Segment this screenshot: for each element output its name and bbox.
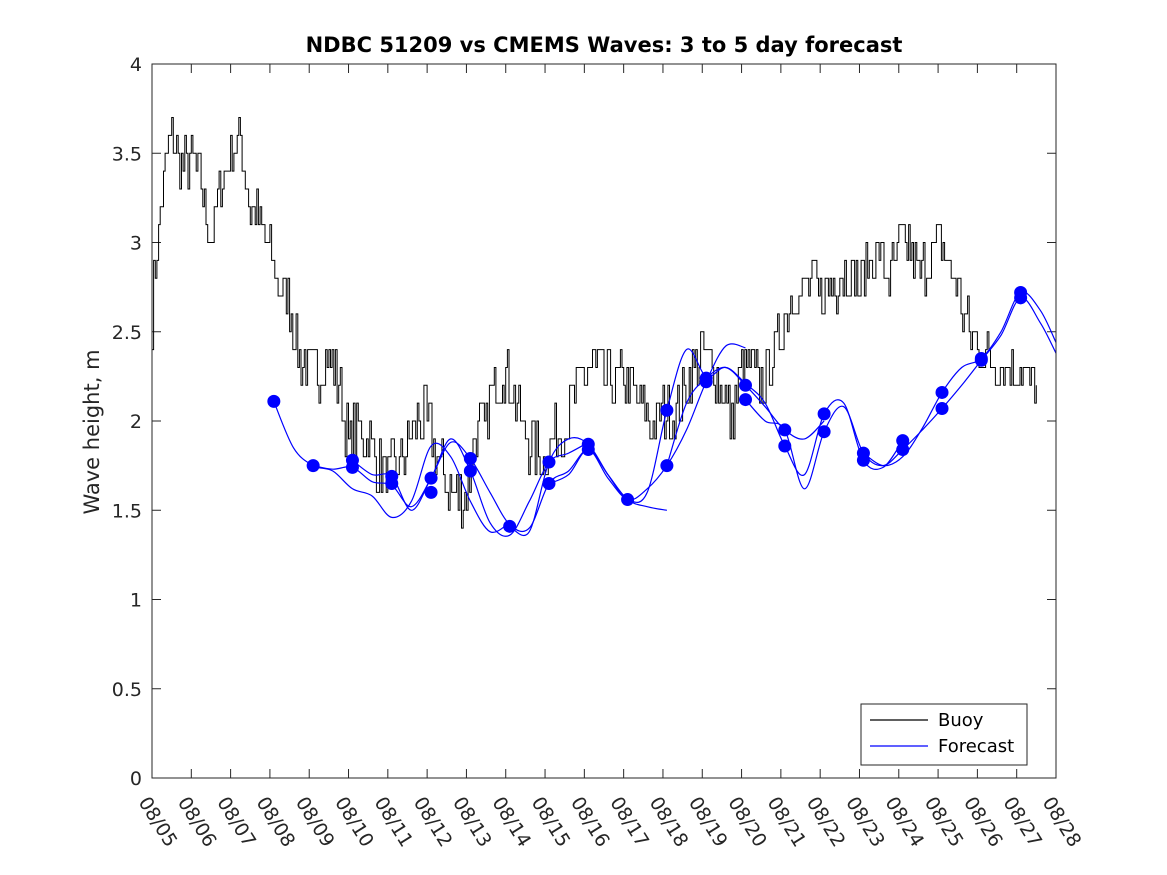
y-tick-label: 3.5: [112, 143, 142, 165]
forecast-marker: [935, 402, 949, 416]
forecast-marker: [974, 353, 988, 367]
forecast-marker: [896, 434, 910, 448]
y-tick-labels: 0 0.5 1 1.5 2 2.5 3 3.5 4: [112, 54, 142, 790]
forecast-run-5: [548, 348, 825, 504]
forecast-marker: [896, 443, 910, 457]
forecast-marker: [503, 519, 517, 533]
forecast-marker: [345, 460, 359, 474]
plot-area: [152, 64, 1056, 778]
y-tick-label: 1: [130, 590, 142, 612]
forecast-marker: [1014, 291, 1028, 305]
plot-frame: [151, 63, 1057, 779]
y-tick-label: 2.5: [112, 322, 142, 344]
forecast-marker: [267, 394, 281, 408]
forecast-marker: [306, 459, 320, 473]
chart-title: NDBC 51209 vs CMEMS Waves: 3 to 5 day fo…: [306, 33, 903, 57]
forecast-run-2: [312, 438, 589, 537]
forecast-marker: [738, 393, 752, 407]
forecast-markers: [267, 285, 1028, 533]
forecast-marker: [778, 439, 792, 453]
forecast-marker: [660, 403, 674, 417]
forecast-marker: [856, 453, 870, 467]
buoy-line: [152, 117, 1037, 529]
legend: Buoy Forecast: [860, 703, 1028, 766]
y-tick-label: 2: [130, 411, 142, 433]
forecast-marker: [660, 459, 674, 473]
forecast-marker: [463, 464, 477, 478]
forecast-marker: [463, 451, 477, 465]
y-tick-label: 1.5: [112, 500, 142, 522]
forecast-marker: [542, 476, 556, 490]
forecast-marker: [621, 493, 635, 507]
forecast-marker: [385, 476, 399, 490]
legend-forecast-label: Forecast: [938, 736, 1014, 757]
forecast-marker: [542, 455, 556, 469]
forecast-marker: [424, 485, 438, 499]
y-tick-label: 0: [130, 768, 142, 790]
forecast-marker: [699, 375, 713, 389]
forecast-marker: [817, 425, 831, 439]
y-axis-label: Wave height, m: [80, 349, 104, 514]
legend-buoy-label: Buoy: [938, 710, 984, 731]
forecast-marker: [424, 471, 438, 485]
legend-box: [860, 703, 1028, 766]
forecast-marker: [817, 407, 831, 421]
y-tick-label: 0.5: [112, 679, 142, 701]
y-tick-label: 4: [130, 54, 142, 76]
forecast-marker: [738, 378, 752, 392]
forecast-marker: [581, 443, 595, 457]
buoy-series: [152, 117, 1037, 529]
forecast-marker: [778, 423, 792, 437]
forecast-marker: [935, 385, 949, 399]
y-tick-label: 3: [130, 233, 142, 255]
